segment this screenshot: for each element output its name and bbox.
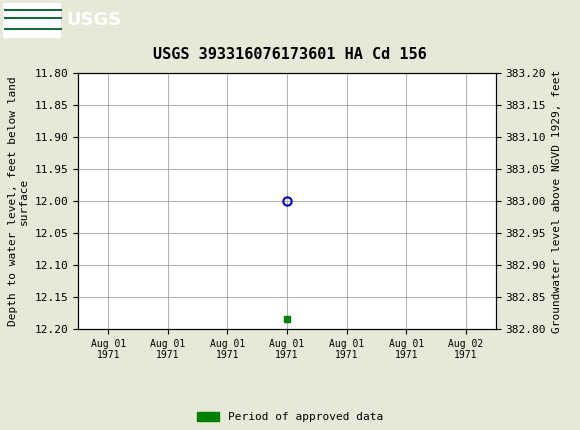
Text: USGS: USGS bbox=[67, 12, 122, 29]
Text: USGS 393316076173601 HA Cd 156: USGS 393316076173601 HA Cd 156 bbox=[153, 47, 427, 62]
Legend: Period of approved data: Period of approved data bbox=[197, 412, 383, 422]
Y-axis label: Groundwater level above NGVD 1929, feet: Groundwater level above NGVD 1929, feet bbox=[552, 69, 561, 333]
Bar bbox=[3, 3, 61, 37]
Y-axis label: Depth to water level, feet below land
surface: Depth to water level, feet below land su… bbox=[8, 76, 29, 326]
